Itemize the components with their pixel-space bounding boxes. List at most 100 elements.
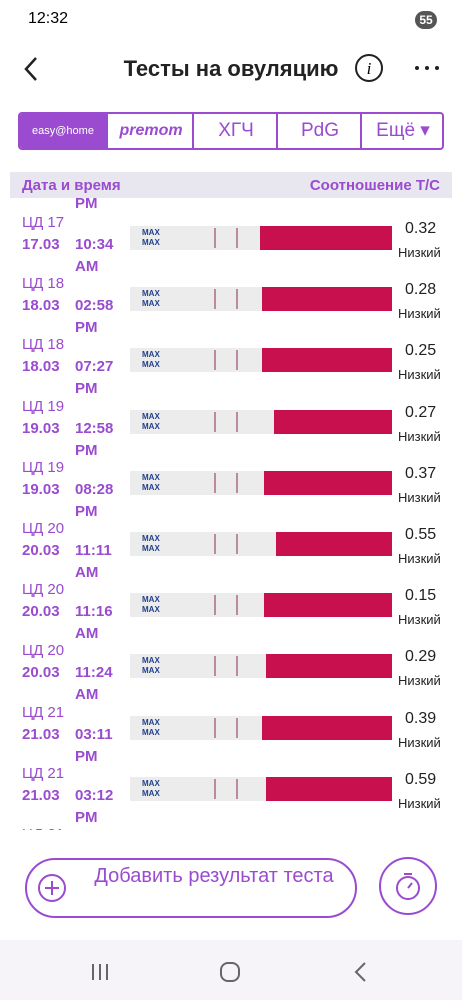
time: 10:34 [75,236,114,253]
level: Низкий [398,551,441,566]
result-row[interactable]: ЦД 20 20.03 11:16 AM MAX MAX 0.15 Низкий [0,581,462,642]
date: 19.03 [22,480,60,498]
cycle-day: ЦД 20 [22,520,65,537]
level: Низкий [398,612,441,628]
strip-pink [266,654,392,679]
test-strip: MAX MAX [130,776,392,801]
date: 20.03 [22,664,60,682]
strip-max: MAX [142,727,160,737]
test-strip: MAX MAX [130,715,392,740]
strip-max: MAX [142,534,160,543]
battery: 55 [415,11,437,29]
level: Низкий [398,795,441,811]
ratio: 0.39 [405,709,437,727]
ratio: 0.55 [405,526,437,543]
tab[interactable]: ХГЧ [192,114,278,148]
plus-icon [38,874,66,902]
result-row[interactable]: ЦД 20 20.03 11:24 AM MAX MAX 0.29 Низкий [0,642,462,703]
test-strip: MAX MAX [130,593,392,618]
result-row[interactable]: ЦД 21 21.03 03:12 PM MAX MAX 0.59 Низкий [0,765,462,826]
strip-pink [262,287,392,312]
ampm: PM [75,808,98,826]
cycle-day: ЦД 18 [22,336,65,354]
strip-pink [264,593,392,618]
back-icon[interactable] [24,57,37,81]
ampm: AM [75,564,99,581]
nav-back[interactable] [354,962,366,982]
test-line [214,228,216,248]
date: 19.03 [22,419,60,437]
home[interactable] [220,962,240,982]
tab[interactable]: Ещё ▾ [360,114,442,148]
strip-pink [276,532,392,556]
strip-pink [264,470,392,495]
time: 11:11 [75,542,112,559]
strip-pink [260,226,392,250]
cycle-day: ЦД 20 [22,581,65,599]
strip-max: MAX [142,299,160,309]
cycle-day: ЦД 20 [22,642,65,660]
result-row[interactable]: ЦД 17 17.03 10:34 AM MAX MAX 0.32 Низкий [0,214,462,275]
level: Низкий [398,734,441,750]
date: 21.03 [22,786,60,804]
result-row[interactable]: ЦД 18 18.03 02:58 PM MAX MAX 0.28 Низкий [0,275,462,336]
level: Низкий [398,245,441,260]
ratio: 0.25 [405,342,437,360]
result-row[interactable]: ЦД 18 18.03 07:27 PM MAX MAX 0.25 Низкий [0,336,462,397]
strip-max: MAX [142,656,160,666]
tab[interactable]: PdG [276,114,362,148]
timer-button[interactable] [378,856,438,916]
ratio: 0.32 [405,220,437,237]
strip-pink [262,348,392,373]
test-line [214,778,216,799]
ratio: 0.27 [405,403,437,421]
time: 08:28 [75,480,114,498]
tab[interactable]: easy@home [20,114,106,148]
test-line [214,289,216,310]
ampm: PM [75,319,98,337]
add-button-label: Добавить результат теста [94,865,334,887]
control-line [236,595,238,616]
test-strip: MAX MAX [130,470,392,495]
info-icon[interactable] [355,54,383,82]
strip-max: MAX [142,228,160,237]
control-line [236,534,238,554]
page-title: Тесты на овуляцию [123,56,339,81]
result-row[interactable]: ЦД 21 21.03 03:11 PM MAX MAX 0.39 Низкий [0,704,462,765]
ampm: PM [75,441,98,459]
menu-icon[interactable] [415,66,439,70]
cut-day: ЦД 21 [22,826,64,830]
status-time: 12:32 [28,10,69,27]
strip-max: MAX [142,421,160,431]
cycle-day: ЦД 19 [22,397,65,415]
strip-max: MAX [142,482,160,492]
result-row[interactable]: ЦД 19 19.03 12:58 PM MAX MAX 0.27 Низкий [0,398,462,459]
recents[interactable] [92,964,108,980]
strip-pink [274,409,392,434]
ratio: 0.28 [405,281,437,299]
control-line [236,350,238,371]
add-button[interactable]: Добавить результат теста [25,858,357,918]
strip-max: MAX [142,238,160,247]
tab[interactable]: premom [106,114,194,148]
strip-max: MAX [142,717,160,727]
strip-max: MAX [142,411,160,421]
ampm: PM [75,502,98,520]
test-line [214,472,216,493]
level: Низкий [398,673,441,689]
test-line [214,534,216,554]
test-line [214,350,216,371]
ampm: AM [75,258,99,275]
time: 03:11 [75,725,113,743]
strip-max: MAX [142,595,160,605]
date: 18.03 [22,297,60,315]
result-row[interactable]: ЦД 20 20.03 11:11 AM MAX MAX 0.55 Низкий [0,520,462,581]
date: 18.03 [22,358,60,376]
nav-icons [92,962,366,982]
strip-pink [266,776,392,801]
test-strip: MAX MAX [130,532,392,556]
strip-max: MAX [142,289,160,299]
control-line [236,411,238,432]
result-row[interactable]: ЦД 19 19.03 08:28 PM MAX MAX 0.37 Низкий [0,459,462,520]
time: 03:12 [75,786,114,804]
